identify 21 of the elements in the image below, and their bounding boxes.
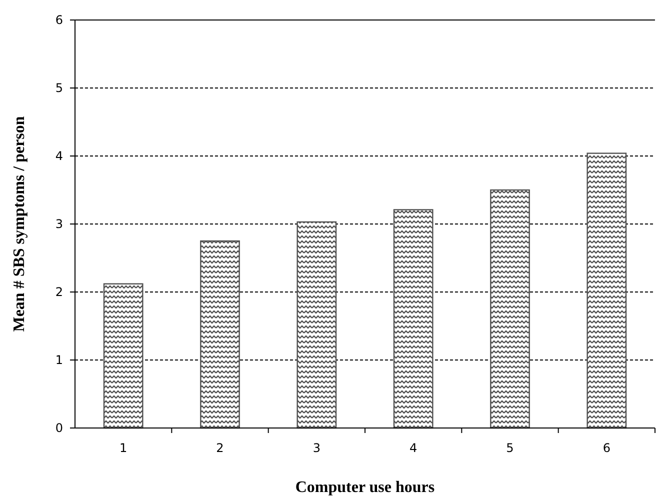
x-tick-label: 3 <box>312 441 320 455</box>
x-tick-label: 4 <box>410 441 418 455</box>
y-tick-label: 5 <box>55 81 63 96</box>
bar <box>296 221 337 429</box>
bar <box>393 209 434 429</box>
y-tick-label: 1 <box>55 353 63 368</box>
bar <box>586 152 627 429</box>
bar <box>490 189 530 429</box>
x-tick-label: 6 <box>602 441 610 455</box>
y-tick-label: 4 <box>55 149 63 164</box>
y-tick-label: 3 <box>55 217 63 232</box>
x-axis-title: Computer use hours <box>295 479 435 496</box>
y-tick-label: 6 <box>55 13 63 28</box>
x-tick-label: 1 <box>120 441 128 455</box>
y-axis-title: Mean # SBS symptoms / person <box>11 116 28 332</box>
x-tick-label: 2 <box>216 441 224 455</box>
x-tick-label: 5 <box>506 441 514 455</box>
y-tick-label: 0 <box>55 421 63 436</box>
bar <box>200 240 240 429</box>
bar <box>103 283 144 429</box>
y-tick-label: 2 <box>55 285 63 300</box>
